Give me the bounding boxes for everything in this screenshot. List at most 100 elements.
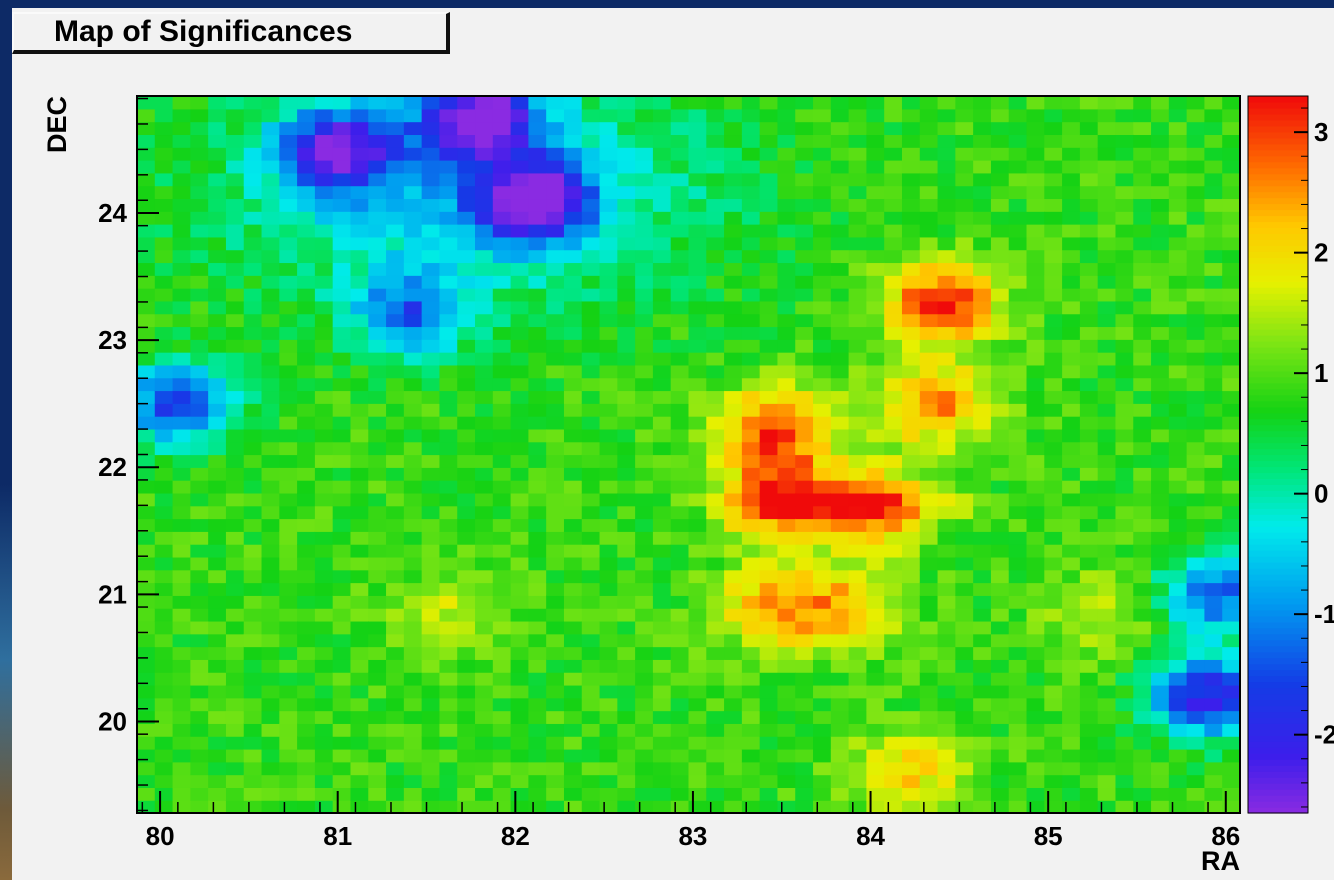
heatmap-cell (1097, 236, 1117, 251)
heatmap-cell (955, 108, 974, 123)
heatmap-cell (866, 556, 885, 571)
heatmap-cell (1186, 441, 1206, 456)
colorbar-band (1248, 615, 1308, 623)
heatmap-cell (1062, 211, 1081, 225)
heatmap-cell (1204, 544, 1223, 558)
heatmap-cell (208, 147, 227, 161)
heatmap-cell (617, 595, 636, 609)
heatmap-cell (777, 326, 796, 340)
heatmap-cell (901, 121, 921, 136)
heatmap-cell (421, 467, 441, 481)
heatmap-cell (546, 390, 565, 404)
heatmap-cell (759, 544, 779, 558)
heatmap-cell (457, 569, 476, 584)
heatmap-cell (990, 185, 1010, 200)
heatmap-cell (973, 544, 992, 558)
heatmap-cell (1151, 697, 1170, 712)
heatmap-cell (635, 736, 654, 750)
heatmap-cell (724, 96, 743, 110)
heatmap-cell (137, 800, 156, 814)
heatmap-cell (1204, 620, 1223, 635)
heatmap-cell (368, 262, 387, 276)
heatmap-cell (492, 147, 512, 161)
heatmap-cell (635, 761, 654, 776)
heatmap-cell (1151, 441, 1170, 456)
heatmap-cell (350, 608, 369, 622)
heatmap-cell (937, 172, 956, 187)
heatmap-cell (386, 390, 405, 404)
heatmap-cell (546, 288, 565, 302)
heatmap-cell (1008, 454, 1028, 468)
heatmap-cell (386, 428, 405, 443)
heatmap-cell (457, 364, 476, 379)
heatmap-cell (1151, 326, 1170, 340)
heatmap-cell (208, 236, 227, 251)
heatmap-cell (955, 275, 974, 289)
heatmap-cell (297, 761, 316, 776)
heatmap-cell (457, 172, 476, 187)
heatmap-cell (368, 147, 387, 161)
heatmap-cell (759, 121, 779, 136)
heatmap-cell (688, 108, 707, 123)
heatmap-cell (386, 467, 405, 481)
heatmap-cell (973, 441, 992, 456)
heatmap-cell (154, 748, 174, 763)
heatmap-cell (599, 185, 618, 200)
heatmap-cell (795, 480, 814, 494)
heatmap-cell (777, 544, 796, 558)
heatmap-cell (243, 659, 263, 673)
heatmap-cell (777, 684, 796, 699)
heatmap-cell (884, 697, 903, 712)
heatmap-cell (688, 467, 707, 481)
heatmap-cell (706, 403, 725, 417)
heatmap-cell (1062, 723, 1081, 737)
heatmap-cell (439, 736, 458, 750)
heatmap-cell (1222, 339, 1241, 353)
heatmap-cell (1097, 121, 1117, 136)
heatmap-cell (386, 544, 405, 558)
heatmap-cell (190, 544, 209, 558)
heatmap-cell (901, 262, 921, 276)
heatmap-cell (403, 748, 423, 763)
heatmap-cell (688, 441, 707, 456)
heatmap-cell (1222, 313, 1241, 328)
heatmap-cell (777, 480, 796, 494)
heatmap-cell (350, 620, 369, 635)
heatmap-cell (919, 697, 939, 712)
heatmap-cell (137, 582, 156, 596)
heatmap-cell (421, 800, 441, 814)
heatmap-cell (1044, 787, 1063, 801)
heatmap-cell (563, 492, 583, 507)
heatmap-cell (563, 249, 583, 264)
heatmap-cell (990, 403, 1010, 417)
heatmap-cell (937, 723, 956, 737)
heatmap-cell (261, 377, 280, 392)
heatmap-cell (830, 224, 850, 238)
heatmap-cell (208, 121, 227, 136)
heatmap-cell (937, 697, 956, 712)
heatmap-cell (439, 480, 458, 494)
heatmap-cell (297, 352, 316, 366)
heatmap-cell (510, 339, 529, 353)
heatmap-cell (154, 441, 174, 456)
heatmap-cell (137, 339, 156, 353)
heatmap-cell (332, 313, 352, 328)
heatmap-cell (137, 774, 156, 788)
heatmap-cell (172, 774, 191, 788)
heatmap-cell (1115, 224, 1134, 238)
heatmap-cell (208, 403, 227, 417)
heatmap-cell (990, 198, 1010, 212)
heatmap-cell (1026, 364, 1045, 379)
heatmap-cell (688, 646, 707, 660)
colorbar-band (1248, 759, 1308, 766)
heatmap-cell (688, 147, 707, 161)
heatmap-cell (510, 787, 529, 801)
heatmap-cell (706, 595, 725, 609)
heatmap-cell (457, 300, 476, 315)
heatmap-cell (439, 646, 458, 660)
heatmap-cell (368, 556, 387, 571)
heatmap-cell (261, 659, 280, 673)
heatmap-cell (1115, 531, 1134, 545)
heatmap-cell (1008, 108, 1028, 123)
heatmap-cell (332, 262, 352, 276)
